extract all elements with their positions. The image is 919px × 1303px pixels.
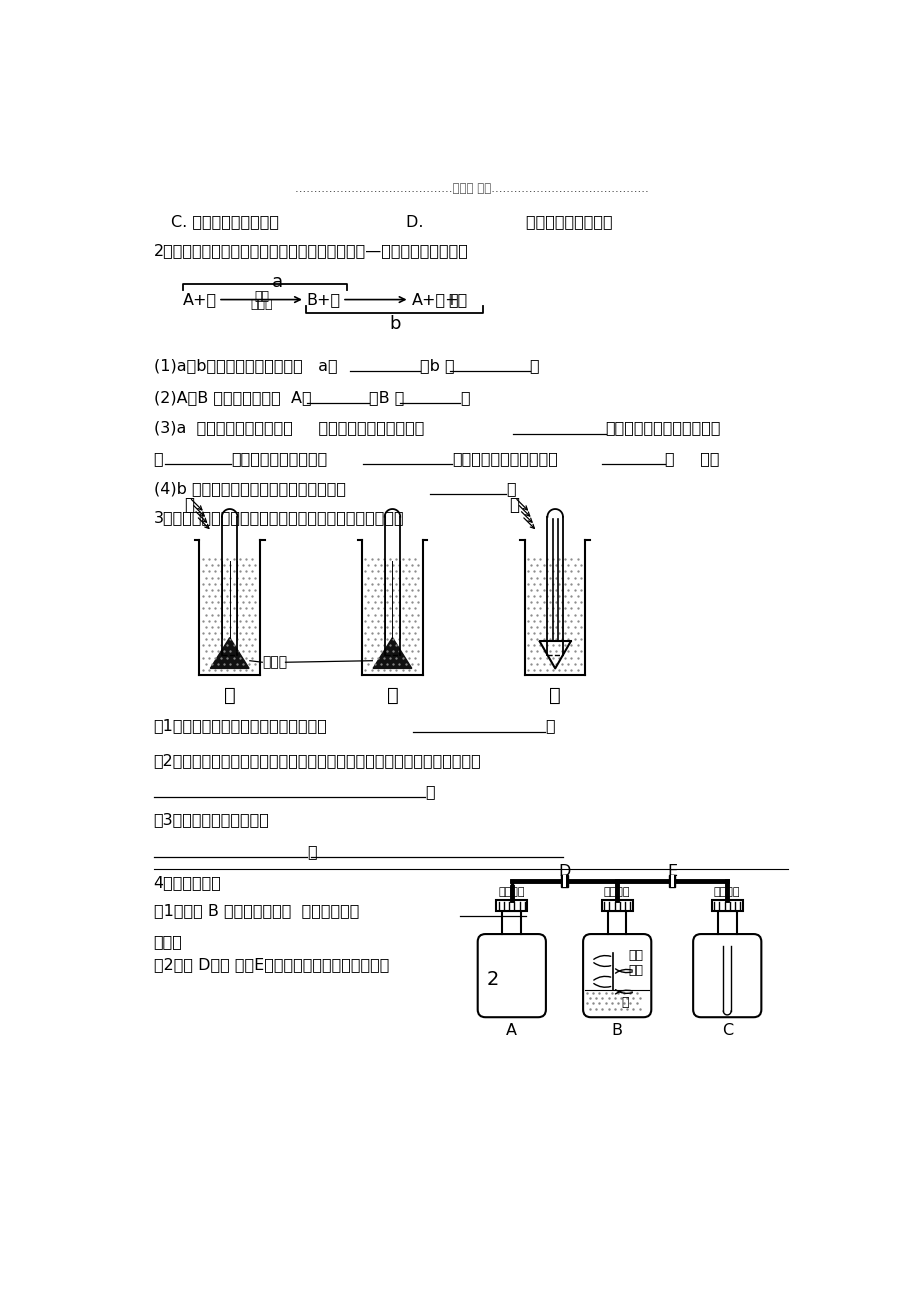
Text: D: D [558, 864, 570, 880]
Text: ，B 是: ，B 是 [369, 390, 404, 405]
Text: 瓶口密封: 瓶口密封 [713, 887, 740, 896]
Text: E: E [666, 864, 676, 880]
Text: 。: 。 [545, 718, 554, 734]
Text: 叶绳体: 叶绳体 [250, 298, 272, 311]
Text: 瓶口密封: 瓶口密封 [603, 887, 630, 896]
Text: a: a [272, 274, 283, 292]
Text: B: B [611, 1023, 622, 1038]
Bar [601, 900, 632, 911]
Text: （2）把 D处夹 紧、E处打开，当光照一段时间后，: （2）把 D处夹 紧、E处打开，当光照一段时间后， [153, 958, 389, 972]
Text: 光能: 光能 [254, 291, 268, 304]
Text: 能量: 能量 [448, 292, 467, 308]
Bar [561, 874, 567, 887]
Text: 4、据下图回答: 4、据下图回答 [153, 874, 221, 890]
Text: 2、请根据光合作用、呼吸作用以及生物圈中的碳—氧平衡的知识回答：: 2、请根据光合作用、呼吸作用以及生物圈中的碳—氧平衡的知识回答： [153, 244, 468, 258]
Text: 水: 水 [620, 997, 628, 1010]
Text: （2）将快要息灭的细木条插进甲装置试管收集的气体中，观察到什么现象？: （2）将快要息灭的细木条插进甲装置试管收集的气体中，观察到什么现象？ [153, 753, 481, 767]
Text: ，而且提供了呼吸作用需要: ，而且提供了呼吸作用需要 [605, 421, 720, 435]
Text: C: C [720, 1023, 732, 1038]
Text: (2)A、B 表示两种物质：  A是: (2)A、B 表示两种物质： A是 [153, 390, 311, 405]
Text: b: b [389, 315, 400, 334]
Text: 3、下图是某同学设计的一组实验装置，请分析回答问题：: 3、下图是某同学设计的一组实验装置，请分析回答问题： [153, 511, 404, 525]
Text: D.                    蕎腾作用和运输作用: D. 蕎腾作用和运输作用 [405, 214, 611, 229]
Text: 。: 。 [307, 844, 316, 859]
Text: B+氧: B+氧 [306, 292, 340, 308]
Text: （1）装置 B 内的绿色植物在  光照下可进行: （1）装置 B 内的绿色植物在 光照下可进行 [153, 903, 358, 919]
Text: (1)a、b表示植物的生理活动：   a是: (1)a、b表示植物的生理活动： a是 [153, 358, 337, 373]
Text: 瓶口密封: 瓶口密封 [498, 887, 525, 896]
Text: 金鱼藻: 金鱼藻 [262, 655, 287, 670]
Text: 光: 光 [509, 496, 519, 513]
Text: ，同时减少了大气中的: ，同时减少了大气中的 [231, 451, 327, 466]
Text: 。: 。 [529, 358, 539, 373]
Text: (3)a  作用的意义：不但为生     物圈中所有的生物提供了: (3)a 作用的意义：不但为生 物圈中所有的生物提供了 [153, 421, 424, 435]
Text: A+水: A+水 [183, 292, 217, 308]
Text: 绿色
植物: 绿色 植物 [629, 950, 643, 977]
Polygon shape [210, 637, 249, 668]
Text: ..........................................名校名 推荐................................: ........................................… [294, 182, 648, 194]
Bar [668, 874, 675, 887]
Polygon shape [373, 637, 412, 668]
Text: 。     平衡: 。 平衡 [664, 451, 719, 466]
FancyBboxPatch shape [692, 934, 761, 1018]
Bar [562, 874, 565, 887]
Text: 丙: 丙 [549, 687, 561, 705]
Text: 甲: 甲 [223, 687, 235, 705]
Text: 作用。: 作用。 [153, 934, 183, 949]
Bar [495, 900, 527, 911]
Text: （3）这说明了什么问题？: （3）这说明了什么问题？ [153, 812, 269, 827]
Text: 的: 的 [153, 451, 164, 466]
Text: 。: 。 [460, 390, 469, 405]
Text: ，b 是: ，b 是 [419, 358, 454, 373]
Text: 乙: 乙 [386, 687, 398, 705]
FancyBboxPatch shape [583, 934, 651, 1018]
Bar [711, 900, 742, 911]
Text: 含量，维持了生物圈中的: 含量，维持了生物圈中的 [451, 451, 558, 466]
Text: A: A [505, 1023, 516, 1038]
Text: 光: 光 [184, 496, 194, 513]
Text: C. 光合作用和蕎腾作用: C. 光合作用和蕎腾作用 [171, 214, 278, 229]
Text: 2: 2 [486, 969, 499, 989]
Text: A+水+: A+水+ [412, 292, 459, 308]
Bar [670, 874, 673, 887]
FancyBboxPatch shape [477, 934, 545, 1018]
Text: (4)b 作用的意义是为植物的生命活动提供: (4)b 作用的意义是为植物的生命活动提供 [153, 481, 346, 496]
Text: 。: 。 [425, 784, 434, 799]
Text: （1）此组实验装置能构成对照实验的是: （1）此组实验装置能构成对照实验的是 [153, 718, 327, 734]
Text: 。: 。 [505, 481, 516, 496]
